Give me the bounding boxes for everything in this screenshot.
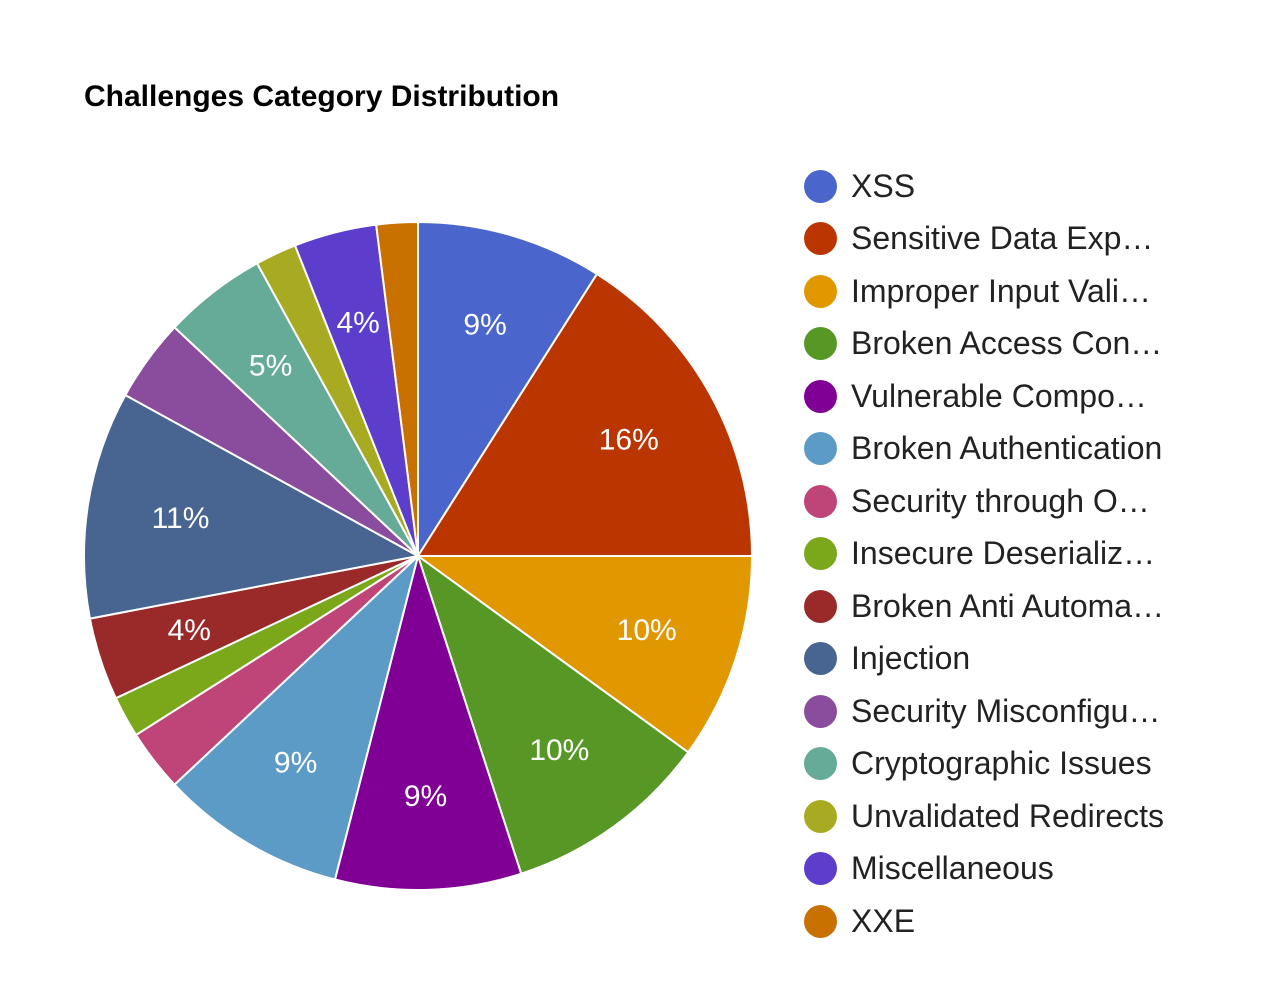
legend-swatch-14 <box>804 904 837 938</box>
legend-item-0[interactable]: XSS <box>804 160 1164 213</box>
legend-item-14[interactable]: XXE <box>804 895 1164 948</box>
legend-label-3: Broken Access Con… <box>851 325 1163 362</box>
legend-label-10: Security Misconfigu… <box>851 692 1161 729</box>
legend-swatch-11 <box>804 747 837 781</box>
legend-swatch-6 <box>804 484 837 518</box>
slice-label-9: 11% <box>152 502 210 535</box>
slice-label-1: 16% <box>599 424 659 457</box>
legend-item-13[interactable]: Miscellaneous <box>804 843 1164 896</box>
legend-swatch-2 <box>804 274 837 308</box>
pie-slice-3[interactable] <box>416 553 690 875</box>
legend-item-2[interactable]: Improper Input Vali… <box>804 265 1164 318</box>
legend-swatch-13 <box>804 852 837 886</box>
pie-slice-0[interactable] <box>417 220 599 560</box>
slice-label-3: 10% <box>529 734 589 767</box>
legend-label-0: XSS <box>851 167 916 204</box>
legend-label-14: XXE <box>851 902 916 939</box>
pie-slice-14[interactable] <box>375 220 419 557</box>
legend-label-2: Improper Input Vali… <box>851 272 1151 309</box>
legend-swatch-12 <box>804 799 837 833</box>
legend-label-11: Cryptographic Issues <box>851 745 1152 782</box>
pie-slice-5[interactable] <box>173 552 420 881</box>
legend-swatch-3 <box>804 327 837 361</box>
legend-item-11[interactable]: Cryptographic Issues <box>804 738 1164 791</box>
legend-swatch-5 <box>804 432 837 466</box>
slice-label-8: 4% <box>168 614 211 647</box>
legend-label-4: Vulnerable Compo… <box>851 377 1147 414</box>
legend-swatch-7 <box>804 537 837 571</box>
legend-item-9[interactable]: Injection <box>804 633 1164 686</box>
slice-label-2: 10% <box>617 614 677 647</box>
pie-slice-9[interactable] <box>83 393 421 620</box>
legend-label-12: Unvalidated Redirects <box>851 797 1165 834</box>
legend-item-12[interactable]: Unvalidated Redirects <box>804 790 1164 843</box>
legend-swatch-10 <box>804 694 837 728</box>
legend-swatch-0 <box>804 169 837 203</box>
legend-label-13: Miscellaneous <box>851 850 1054 887</box>
legend-item-10[interactable]: Security Misconfigu… <box>804 685 1164 738</box>
slice-label-0: 9% <box>463 309 506 342</box>
slice-label-5: 9% <box>274 746 317 779</box>
pie-slice-1[interactable] <box>416 272 754 557</box>
legend-item-8[interactable]: Broken Anti Automa… <box>804 580 1164 633</box>
legend-item-4[interactable]: Vulnerable Compo… <box>804 370 1164 423</box>
chart-title: Challenges Category Distribution <box>84 80 560 113</box>
legend-item-6[interactable]: Security through O… <box>804 475 1164 528</box>
legend-swatch-8 <box>804 589 837 623</box>
legend-item-5[interactable]: Broken Authentication <box>804 423 1164 476</box>
legend-item-1[interactable]: Sensitive Data Exp… <box>804 213 1164 266</box>
legend-label-5: Broken Authentication <box>851 430 1163 467</box>
legend-swatch-1 <box>804 222 837 256</box>
legend-label-9: Injection <box>851 640 971 677</box>
legend-swatch-9 <box>804 642 837 676</box>
legend-item-3[interactable]: Broken Access Con… <box>804 318 1164 371</box>
legend: XSS Sensitive Data Exp… Improper Input Val… <box>804 160 1164 948</box>
legend-label-6: Security through O… <box>851 482 1150 519</box>
legend-item-7[interactable]: Insecure Deserializ… <box>804 528 1164 581</box>
pie-slice-4[interactable] <box>333 552 523 891</box>
legend-label-1: Sensitive Data Exp… <box>851 220 1154 257</box>
legend-swatch-4 <box>804 379 837 413</box>
slice-label-11: 5% <box>249 349 292 382</box>
slice-label-13: 4% <box>337 307 380 340</box>
slice-label-4: 9% <box>404 780 447 813</box>
pie-slice-2[interactable] <box>414 555 754 754</box>
legend-label-8: Broken Anti Automa… <box>851 587 1165 624</box>
legend-label-7: Insecure Deserializ… <box>851 535 1156 572</box>
